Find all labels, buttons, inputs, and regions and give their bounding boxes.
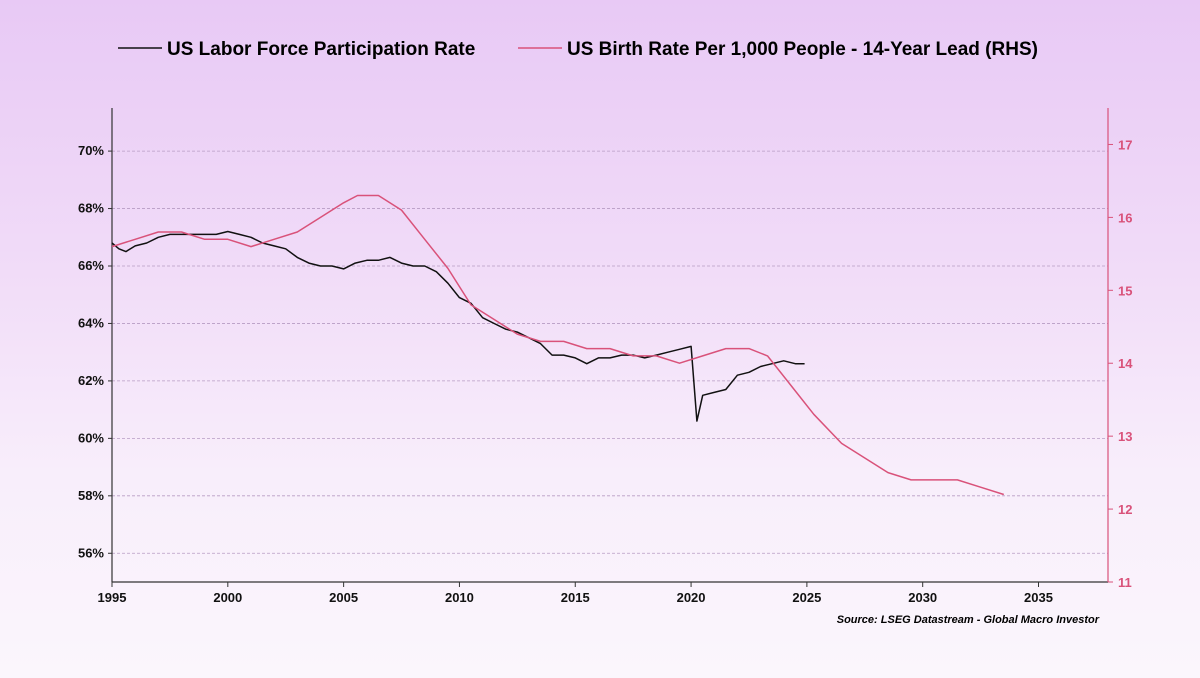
tick-label-left-60: 60% <box>78 430 104 445</box>
tick-label-x-2030: 2030 <box>908 590 937 605</box>
series-line-labor-force <box>111 230 805 422</box>
tick-label-x-2000: 2000 <box>213 590 242 605</box>
source-note: Source: LSEG Datastream - Global Macro I… <box>837 614 1100 626</box>
axes: 56% 58% 60% 62% 64% 66% 68% 70% 11 12 13 14 15 16 17 19… <box>78 108 1133 605</box>
tick-label-right-14: 14 <box>1118 356 1133 371</box>
tick-label-left-56: 56% <box>78 545 104 560</box>
tick-label-right-12: 12 <box>1118 502 1132 517</box>
legend-label-labor: US Labor Force Participation Rate <box>167 39 475 60</box>
tick-label-left-64: 64% <box>78 315 104 330</box>
tick-label-left-68: 68% <box>78 201 104 216</box>
tick-label-left-70: 70% <box>78 143 104 158</box>
tick-label-x-1995: 1995 <box>98 590 127 605</box>
tick-label-left-62: 62% <box>78 373 104 388</box>
tick-label-right-13: 13 <box>1118 429 1132 444</box>
tick-label-left-66: 66% <box>78 258 104 273</box>
legend-label-birth-rate: US Birth Rate Per 1,000 People - 14-Year… <box>567 39 1038 60</box>
tick-label-right-17: 17 <box>1118 137 1132 152</box>
legend: US Labor Force Participation Rate US Bir… <box>118 39 1038 60</box>
tick-label-left-58: 58% <box>78 488 104 503</box>
tick-label-x-2025: 2025 <box>792 590 821 605</box>
tick-label-right-11: 11 <box>1118 575 1132 590</box>
tick-label-right-15: 15 <box>1118 283 1132 298</box>
tick-label-x-2010: 2010 <box>445 590 474 605</box>
tick-label-x-2035: 2035 <box>1024 590 1053 605</box>
tick-label-x-2005: 2005 <box>329 590 358 605</box>
series-line-birth-rate <box>111 194 1005 496</box>
tick-label-right-16: 16 <box>1118 210 1132 225</box>
series <box>111 194 1005 496</box>
tick-label-x-2015: 2015 <box>561 590 590 605</box>
tick-label-x-2020: 2020 <box>677 590 706 605</box>
grid <box>112 150 1108 554</box>
